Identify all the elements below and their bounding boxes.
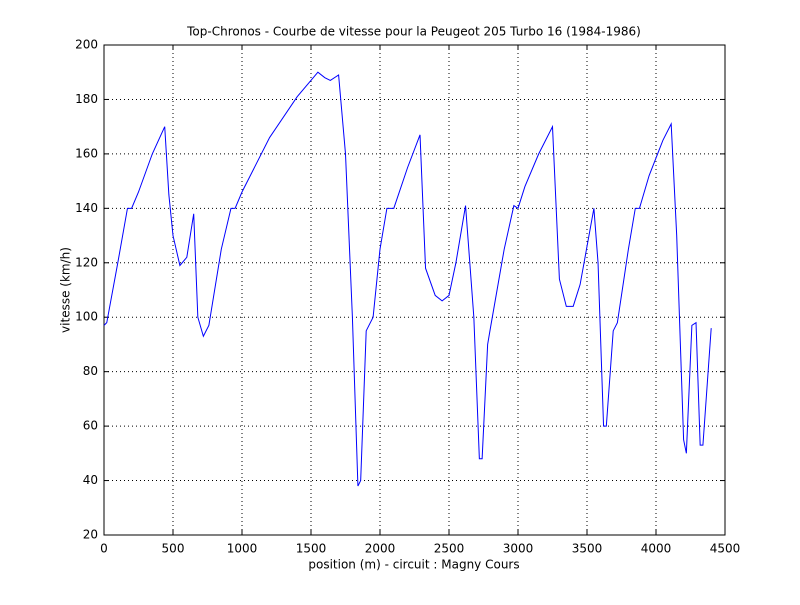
x-tick-label: 4000 — [641, 542, 672, 556]
x-tick-label: 2500 — [434, 542, 465, 556]
y-tick-label: 120 — [75, 255, 98, 269]
x-tick-label: 3500 — [572, 542, 603, 556]
y-tick-label: 180 — [75, 92, 98, 106]
y-tick-label: 100 — [75, 310, 98, 324]
y-tick-label: 160 — [75, 146, 98, 160]
y-tick-label: 20 — [83, 528, 98, 542]
x-tick-label: 3000 — [503, 542, 534, 556]
x-tick-label: 1000 — [227, 542, 258, 556]
x-tick-label: 2000 — [365, 542, 396, 556]
y-axis-label: vitesse (km/h) — [59, 247, 73, 333]
x-tick-label: 0 — [100, 542, 108, 556]
chart-title: Top-Chronos - Courbe de vitesse pour la … — [186, 25, 641, 39]
x-axis-label: position (m) - circuit : Magny Cours — [308, 558, 519, 572]
x-tick-label: 1500 — [296, 542, 327, 556]
y-tick-label: 40 — [83, 473, 98, 487]
y-tick-label: 140 — [75, 201, 98, 215]
speed-line — [103, 71, 712, 487]
y-tick-label: 60 — [83, 419, 98, 433]
x-tick-label: 4500 — [710, 542, 741, 556]
y-tick-label: 80 — [83, 364, 98, 378]
x-tick-label: 500 — [162, 542, 185, 556]
y-tick-label: 200 — [75, 38, 98, 52]
